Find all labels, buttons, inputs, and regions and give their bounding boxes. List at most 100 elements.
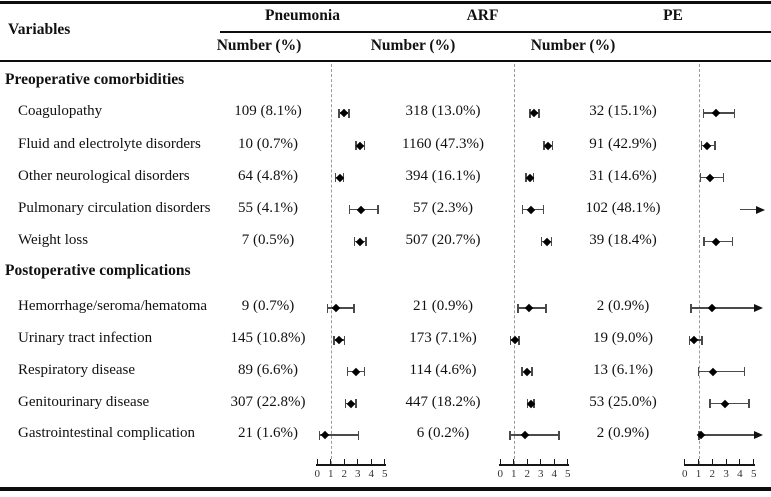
offscale-arrow-line: [739, 208, 757, 211]
or-point: [708, 303, 717, 313]
row-label: Gastrointestinal complication: [18, 425, 196, 441]
ci-line: [319, 434, 359, 436]
ci-line: [509, 434, 560, 436]
cell-number: 39 (18.4%): [589, 231, 657, 248]
cell-number: 145 (10.8%): [230, 330, 306, 346]
ci-cap-right: [714, 141, 716, 150]
cell-number: 10 (0.7%): [238, 135, 298, 152]
cell-number: 91 (42.9%): [589, 135, 657, 152]
ci-line: [698, 434, 755, 436]
row-label: Respiratory disease: [18, 361, 136, 378]
x-axis-tick-label: 2: [341, 468, 348, 480]
or-point: [339, 108, 348, 118]
ci-cap-left: [690, 303, 692, 313]
ci-cap-right: [733, 108, 736, 118]
top-border-rule: [0, 1, 771, 4]
cell-number: 32 (15.1%): [589, 103, 657, 119]
x-axis-tick: [739, 459, 741, 464]
ci-cap-left: [333, 335, 335, 345]
ci-cap-right: [348, 108, 350, 118]
x-axis-tick-label: 2: [709, 468, 716, 480]
x-axis-tick-label: 3: [355, 468, 361, 480]
column-group-pneumonia: Pneumonia: [265, 7, 340, 24]
or-point: [346, 399, 356, 408]
or-point: [527, 205, 536, 214]
ci-cap-right: [355, 399, 357, 408]
x-axis-tick-label: 4: [551, 468, 558, 480]
subheader-pneumonia-number: Number (%): [216, 37, 302, 54]
ci-cap-right: [363, 367, 366, 376]
ci-cap-left: [540, 237, 543, 246]
cell-number: 21 (1.6%): [238, 425, 298, 441]
cell-number: 53 (25.0%): [589, 393, 657, 410]
x-axis-tick: [553, 459, 555, 464]
or-point: [356, 205, 366, 214]
x-axis-tick: [357, 459, 359, 464]
ci-cap-right: [545, 303, 547, 313]
ci-cap-left: [521, 205, 524, 214]
x-axis-tick-label: 1: [695, 468, 702, 480]
ci-cap-right: [722, 173, 725, 182]
or-point: [542, 237, 552, 246]
x-axis-tick: [711, 459, 713, 464]
row-label: Hemorrhage/seroma/hematoma: [18, 298, 208, 314]
or-point: [720, 399, 729, 408]
cell-number: 114 (4.6%): [409, 361, 477, 378]
ci-cap-left: [709, 399, 711, 408]
arrow-right-icon: [754, 431, 764, 439]
x-axis-tick: [499, 459, 501, 464]
x-axis-tick-label: 5: [382, 468, 388, 480]
ci-cap-right: [731, 237, 734, 246]
ci-cap-right: [743, 367, 746, 376]
ci-cap-left: [699, 173, 702, 182]
ci-cap-right: [353, 303, 355, 313]
ci-line: [698, 370, 745, 373]
ci-cap-right: [531, 367, 533, 376]
x-axis-tick: [698, 459, 699, 464]
ci-cap-right: [365, 237, 367, 246]
row-label: Pulmonary circulation disorders: [18, 199, 211, 216]
ci-cap-right: [542, 205, 545, 214]
x-axis-tick-label: 0: [497, 468, 504, 480]
ci-cap-right: [343, 335, 346, 345]
x-axis-tick-label: 4: [368, 468, 375, 480]
or-point: [708, 367, 718, 376]
section-title: Postoperative complications: [5, 262, 191, 279]
x-axis-line: [316, 464, 386, 466]
ci-cap-left: [700, 141, 702, 150]
x-axis-tick-label: 0: [681, 468, 688, 480]
cell-number: 394 (16.1%): [405, 167, 481, 184]
cell-number: 109 (8.1%): [234, 103, 302, 119]
x-axis-tick-label: 2: [524, 468, 531, 480]
or-point: [355, 237, 365, 246]
or-point: [355, 141, 365, 150]
x-axis-tick: [384, 459, 386, 464]
ci-line: [690, 307, 755, 309]
x-axis-line: [683, 464, 755, 466]
x-axis-tick: [316, 459, 318, 464]
ci-cap-left: [688, 335, 690, 345]
column-group-arf: ARF: [466, 7, 499, 24]
or-point: [712, 237, 721, 246]
bottom-border-rule: [0, 487, 771, 491]
row-label: Coagulopathy: [18, 103, 103, 119]
subheader-arf-number: Number (%): [370, 37, 456, 54]
x-axis-tick: [725, 459, 727, 464]
cell-number: 318 (13.0%): [405, 103, 481, 119]
reference-line-dashed: [698, 64, 700, 464]
ci-cap-right: [538, 108, 540, 118]
x-axis-tick-label: 1: [511, 468, 517, 480]
or-point: [712, 108, 721, 118]
x-axis-tick-label: 0: [314, 468, 321, 480]
row-label: Genitourinary disease: [18, 393, 150, 410]
cell-number: 13 (6.1%): [593, 361, 653, 378]
x-axis-tick-label: 5: [750, 468, 757, 480]
row-label: Urinary tract infection: [18, 330, 153, 346]
column-group-pe: PE: [663, 7, 683, 24]
ci-cap-left: [517, 303, 519, 313]
subheader-pe-number: Number (%): [530, 37, 616, 54]
x-axis-tick-label: 3: [538, 468, 544, 480]
or-point: [525, 303, 534, 313]
ci-cap-left: [703, 237, 705, 246]
cell-number: 173 (7.1%): [409, 330, 477, 346]
